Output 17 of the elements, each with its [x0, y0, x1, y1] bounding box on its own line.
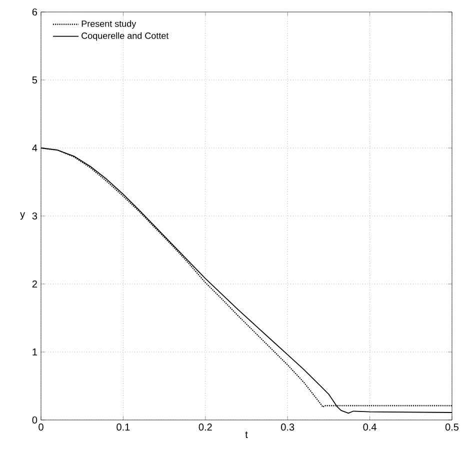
legend-label: Present study [82, 20, 136, 29]
x-tick-label: 0.5 [445, 424, 459, 431]
x-tick-label: 0.2 [198, 424, 212, 431]
x-tick-label: 0.3 [281, 424, 294, 431]
y-tick-label: 6 [32, 8, 38, 16]
y-tick-label: 4 [32, 144, 38, 152]
x-tick-label: 0 [38, 424, 44, 431]
legend-label: Coquerelle and Cottet [82, 32, 169, 41]
x-axis-title: t [245, 431, 248, 438]
x-tick-label: 0.4 [363, 424, 376, 431]
y-tick-label: 3 [32, 212, 38, 220]
y-tick-label: 2 [32, 280, 37, 288]
y-tick-label: 0 [32, 416, 38, 424]
y-axis-title: y [20, 212, 26, 220]
y-tick-label: 5 [32, 76, 38, 84]
y-tick-label: 1 [32, 348, 37, 356]
x-tick-label: 0.1 [116, 424, 130, 431]
